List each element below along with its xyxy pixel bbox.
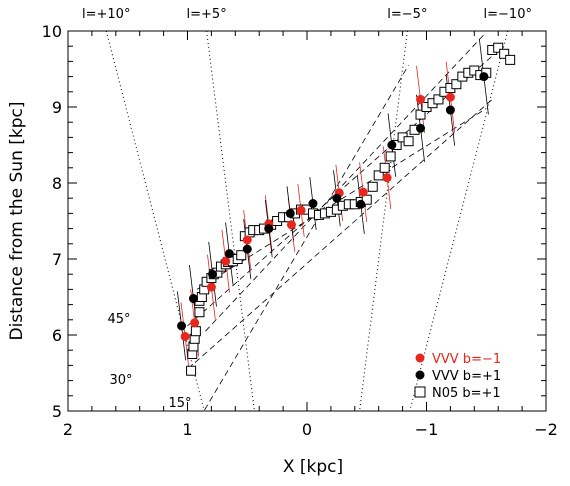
vvv-circle-point bbox=[332, 193, 342, 203]
n05-square-point bbox=[433, 94, 444, 105]
vvv-circle-point bbox=[285, 208, 295, 218]
n05-square-point bbox=[190, 326, 201, 337]
vvv-circle-point bbox=[308, 199, 318, 209]
bar-angle-label: 30° bbox=[109, 373, 132, 388]
n05-square-point bbox=[379, 162, 390, 173]
longitude-label: l=−10° bbox=[484, 7, 532, 22]
vvv-circle-point bbox=[445, 92, 455, 102]
vvv-circle-point bbox=[242, 244, 252, 254]
vvv-circle-point bbox=[190, 318, 200, 328]
x-tick-label: −2 bbox=[534, 420, 558, 439]
n05-square-point bbox=[236, 250, 247, 261]
data-points bbox=[177, 42, 516, 376]
n05-square-point bbox=[186, 365, 197, 376]
legend-label: VVV b=−1 bbox=[432, 352, 501, 367]
n05-square-point bbox=[493, 42, 504, 53]
vvv-circle-point bbox=[208, 269, 218, 279]
vvv-circle-point bbox=[242, 235, 252, 245]
y-tick-label: 8 bbox=[52, 174, 62, 193]
vvv-circle-point bbox=[382, 173, 392, 183]
longitude-label: l=+10° bbox=[82, 7, 130, 22]
n05-square-point bbox=[194, 307, 205, 318]
bar-angle-line bbox=[203, 64, 409, 411]
n05-square-point bbox=[361, 194, 372, 205]
n05-square-point bbox=[451, 79, 462, 90]
vvv-circle-point bbox=[387, 140, 397, 150]
bar-angle-line bbox=[187, 99, 493, 370]
vvv-circle-point bbox=[358, 187, 368, 197]
y-tick-label: 10 bbox=[42, 22, 62, 41]
x-tick-label: 1 bbox=[182, 420, 192, 439]
vvv-circle-point bbox=[206, 282, 216, 292]
sightline bbox=[105, 31, 205, 411]
vvv-circle-point bbox=[445, 105, 455, 115]
legend-label: N05 b=+1 bbox=[432, 386, 501, 401]
n05-square-point bbox=[385, 151, 396, 162]
annotations: l=+10° l=+5° l=−5° l=−10° 45° 30° 15° bbox=[82, 7, 532, 411]
y-tick-label: 7 bbox=[52, 250, 62, 269]
n05-square-point bbox=[403, 136, 414, 147]
vvv-circle-point bbox=[356, 199, 366, 209]
sightline bbox=[409, 31, 509, 411]
vvv-circle-point bbox=[221, 256, 231, 266]
legend-label: VVV b=+1 bbox=[432, 369, 501, 384]
bar-angle-line bbox=[196, 108, 487, 290]
vvv-circle-point bbox=[296, 205, 306, 215]
bar-angle-line bbox=[205, 34, 485, 332]
sightline bbox=[206, 31, 255, 411]
bar-angle-label: 45° bbox=[107, 312, 130, 327]
vvv-circle-point bbox=[188, 294, 198, 304]
x-tick-label: −1 bbox=[415, 420, 439, 439]
vvv-circle-point bbox=[479, 72, 489, 82]
y-tick-label: 6 bbox=[52, 326, 62, 345]
longitude-label: l=+5° bbox=[187, 7, 227, 22]
longitude-label: l=−5° bbox=[387, 7, 427, 22]
n05-square-point bbox=[367, 181, 378, 192]
x-tick-label: 0 bbox=[302, 420, 312, 439]
y-axis-label: Distance from the Sun [kpc] bbox=[7, 102, 27, 341]
vvv-circle-point bbox=[286, 220, 296, 230]
x-tick-label: 2 bbox=[63, 420, 73, 439]
n05-square-point bbox=[505, 54, 516, 65]
legend-marker bbox=[415, 370, 425, 380]
vvv-circle-point bbox=[416, 123, 426, 133]
y-tick-label: 9 bbox=[52, 98, 62, 117]
x-axis-label: X [kpc] bbox=[283, 457, 343, 477]
vvv-circle-point bbox=[177, 321, 187, 331]
vvv-circle-point bbox=[416, 94, 426, 104]
n05-square-point bbox=[499, 48, 510, 59]
legend: VVV b=−1 VVV b=+1 N05 b=+1 bbox=[414, 352, 501, 401]
n05-square-point bbox=[415, 109, 426, 120]
y-tick-label: 5 bbox=[52, 402, 62, 421]
bar-angle-label: 15° bbox=[168, 396, 191, 411]
legend-marker bbox=[415, 353, 425, 363]
vvv-circle-point bbox=[180, 332, 190, 342]
legend-marker bbox=[414, 386, 426, 398]
vvv-circle-point bbox=[264, 224, 274, 234]
vvv-circle-point bbox=[224, 249, 234, 259]
